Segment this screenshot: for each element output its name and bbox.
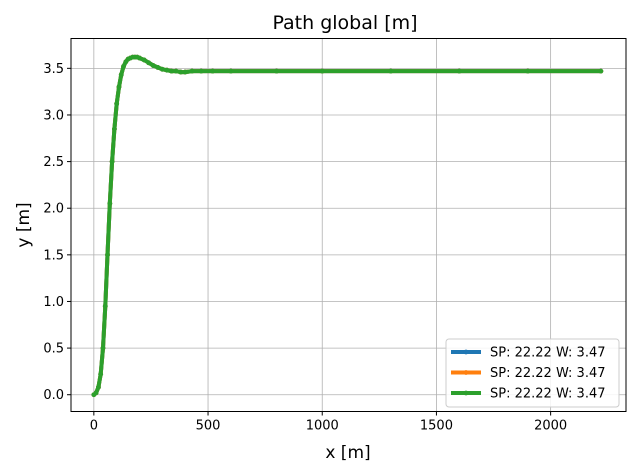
series-3-point: [121, 64, 126, 69]
legend-marker-1: [463, 349, 469, 355]
series-3-point: [107, 201, 113, 206]
series-3-point: [164, 67, 170, 73]
x-axis-title: x [m]: [325, 443, 370, 463]
x-tick-label: 500: [196, 419, 221, 434]
axis-ticks: 0 500 1000 1500 2000 0.0 0.5 1.0 1.5 2.0 2.5 3.0 3.5: [43, 62, 567, 434]
legend-label-3: SP: 22.22 W: 3.47: [490, 387, 606, 402]
series-3-point: [137, 55, 142, 61]
legend: SP: 22.22 W: 3.47 SP: 22.22 W: 3.47 SP: 22…: [445, 338, 620, 408]
legend-label-2: SP: 22.22 W: 3.47: [490, 366, 606, 381]
series-3-point: [210, 68, 216, 74]
series-3-point: [109, 159, 115, 164]
series-3-point: [114, 101, 120, 107]
y-tick-label: 1.0: [43, 295, 64, 310]
y-tick-label: 3.5: [43, 62, 64, 77]
legend-marker-3: [463, 390, 469, 396]
chart-title: Path global [m]: [272, 12, 417, 34]
series-3-point: [93, 390, 99, 396]
series-3-point: [96, 384, 101, 390]
y-tick-label: 0.5: [43, 342, 64, 357]
series-3-point: [178, 69, 184, 75]
series-3-point: [598, 68, 604, 74]
x-tick-label: 0: [90, 419, 98, 434]
series-3-point: [102, 303, 108, 309]
series-3-point: [155, 65, 161, 70]
series-3-point: [173, 68, 179, 74]
series-3-point: [116, 84, 122, 90]
series-3-point: [388, 68, 394, 74]
legend-label-1: SP: 22.22 W: 3.47: [490, 346, 606, 361]
series-3-point: [146, 60, 152, 66]
series-layer: [91, 54, 604, 398]
series-3-point: [189, 68, 195, 74]
series-3-point: [150, 63, 156, 68]
y-tick-label: 3.0: [43, 108, 64, 123]
series-3-point: [159, 66, 165, 72]
legend-marker-2: [463, 370, 469, 375]
series-3-point: [100, 345, 106, 351]
series-3-point: [182, 69, 188, 75]
y-tick-label: 1.5: [43, 248, 64, 263]
series-3-point: [98, 371, 104, 377]
series-3-point: [274, 68, 279, 74]
series-3-point: [118, 72, 124, 78]
series-3-point: [105, 252, 110, 258]
plot-area-frame: [70, 38, 627, 412]
x-tick-label: 1500: [420, 419, 453, 434]
series-3-point: [198, 68, 204, 74]
series-3-point: [319, 68, 325, 74]
series-3-point: [169, 68, 174, 74]
y-axis-title: y [m]: [14, 202, 34, 247]
series-3-point: [456, 68, 462, 74]
x-tick-label: 1000: [306, 419, 339, 434]
legend-box: [445, 338, 620, 408]
y-tick-label: 2.5: [43, 155, 64, 170]
x-tick-label: 2000: [534, 419, 567, 434]
series-3-point: [141, 57, 147, 63]
y-tick-label: 0.0: [43, 388, 64, 403]
grid: [71, 38, 626, 412]
y-tick-label: 2.0: [43, 202, 64, 217]
series-3-point: [111, 126, 117, 132]
series-3-point: [525, 68, 531, 74]
series-3-point: [228, 68, 234, 74]
